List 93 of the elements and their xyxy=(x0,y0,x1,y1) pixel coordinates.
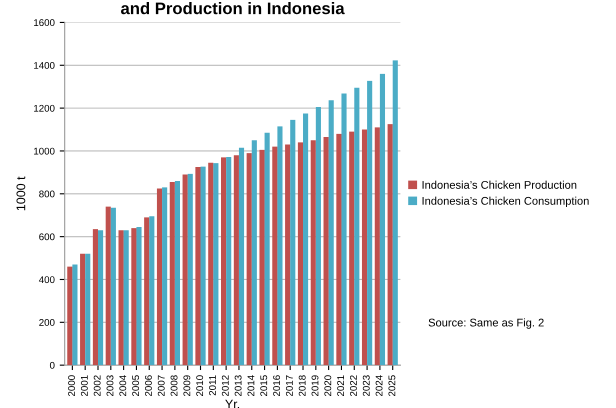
bar xyxy=(264,132,270,366)
bar xyxy=(362,130,368,366)
x-tick-label: 2012 xyxy=(222,375,229,396)
x-tick-label: 2004 xyxy=(119,375,126,396)
bar xyxy=(336,134,342,366)
bar xyxy=(246,153,252,366)
bar xyxy=(85,254,90,366)
x-tick-label: 2000 xyxy=(68,375,75,396)
y-tick-label: 200 xyxy=(39,319,55,326)
bar xyxy=(110,208,116,366)
x-tick-label: 2007 xyxy=(158,375,165,396)
bar xyxy=(310,140,316,366)
y-tick-label: 1600 xyxy=(34,19,55,26)
x-tick-label: 2024 xyxy=(376,375,383,396)
bar xyxy=(341,94,347,366)
x-tick-label: 2009 xyxy=(183,375,190,396)
bar xyxy=(374,127,380,366)
bar xyxy=(195,167,201,366)
y-tick-label: 1200 xyxy=(34,104,55,112)
bar xyxy=(367,80,372,366)
bar xyxy=(290,120,296,366)
bar xyxy=(226,156,232,366)
y-tick-label: 1000 xyxy=(34,148,55,155)
bar xyxy=(354,88,360,366)
bar xyxy=(131,228,136,366)
bar xyxy=(208,162,214,366)
bar xyxy=(349,132,354,366)
y-tick-label: 600 xyxy=(39,233,55,240)
y-tick-label: 800 xyxy=(39,190,55,198)
legend-label: Indonesia’s Chicken Consumption xyxy=(422,196,589,207)
bar xyxy=(188,174,193,366)
bar xyxy=(252,140,257,366)
bar xyxy=(380,74,386,366)
chart-title: and Production in Indonesia xyxy=(121,2,345,14)
bar xyxy=(92,229,98,366)
bar xyxy=(285,144,290,366)
bar xyxy=(182,174,188,366)
bar xyxy=(238,148,244,366)
bar xyxy=(98,230,104,366)
x-tick-label: 2019 xyxy=(312,375,318,396)
bar xyxy=(118,230,124,366)
x-tick-label: 2011 xyxy=(209,375,216,396)
x-tick-label: 2018 xyxy=(298,375,306,396)
bar xyxy=(392,60,398,366)
x-tick-label: 2014 xyxy=(247,375,254,396)
bar xyxy=(324,137,329,366)
y-tick-label: 1400 xyxy=(34,62,55,69)
bar xyxy=(72,264,78,366)
bar xyxy=(200,166,206,366)
legend-label: Indonesia’s Chicken Production xyxy=(422,180,576,189)
x-tick-label: 2008 xyxy=(170,375,178,396)
x-tick-label: 2015 xyxy=(260,375,268,396)
bar xyxy=(316,107,321,366)
x-tick-label: 2021 xyxy=(337,375,344,396)
bar xyxy=(221,157,226,366)
y-tick-label: 0 xyxy=(50,362,55,369)
bar xyxy=(272,146,278,366)
bar xyxy=(170,182,175,366)
x-tick-label: 2005 xyxy=(132,375,140,396)
bar xyxy=(174,180,180,366)
x-tick-label: 2001 xyxy=(80,375,88,396)
x-tick-label: 2002 xyxy=(94,375,101,396)
x-tick-label: 2013 xyxy=(234,375,242,396)
x-tick-label: 2016 xyxy=(273,375,280,396)
bar xyxy=(213,163,218,366)
bar xyxy=(67,266,72,366)
x-axis-title: Yr. xyxy=(225,400,240,408)
bar xyxy=(388,124,393,366)
bar xyxy=(162,187,168,366)
y-tick-label: 400 xyxy=(38,276,55,284)
bar xyxy=(328,100,334,366)
bar xyxy=(277,126,283,366)
bar xyxy=(106,206,111,366)
bar xyxy=(303,113,308,366)
bar xyxy=(136,227,142,366)
bar xyxy=(80,254,86,366)
bar xyxy=(234,155,239,366)
bar xyxy=(156,188,162,366)
x-tick-label: 2003 xyxy=(106,375,114,396)
x-tick-label: 2006 xyxy=(144,375,152,396)
y-axis-title: 1000 t xyxy=(16,176,26,210)
bar xyxy=(149,216,154,366)
x-tick-label: 2022 xyxy=(350,375,357,396)
bar xyxy=(124,230,129,366)
bar xyxy=(144,217,150,366)
x-tick-label: 2023 xyxy=(362,375,370,396)
x-tick-label: 2025 xyxy=(388,375,396,396)
bar xyxy=(298,142,304,366)
x-tick-label: 2017 xyxy=(286,375,293,396)
source-note: Source: Same as Fig. 2 xyxy=(428,318,544,329)
x-tick-label: 2010 xyxy=(196,375,204,396)
x-tick-label: 2020 xyxy=(324,375,332,396)
bar xyxy=(259,150,265,366)
